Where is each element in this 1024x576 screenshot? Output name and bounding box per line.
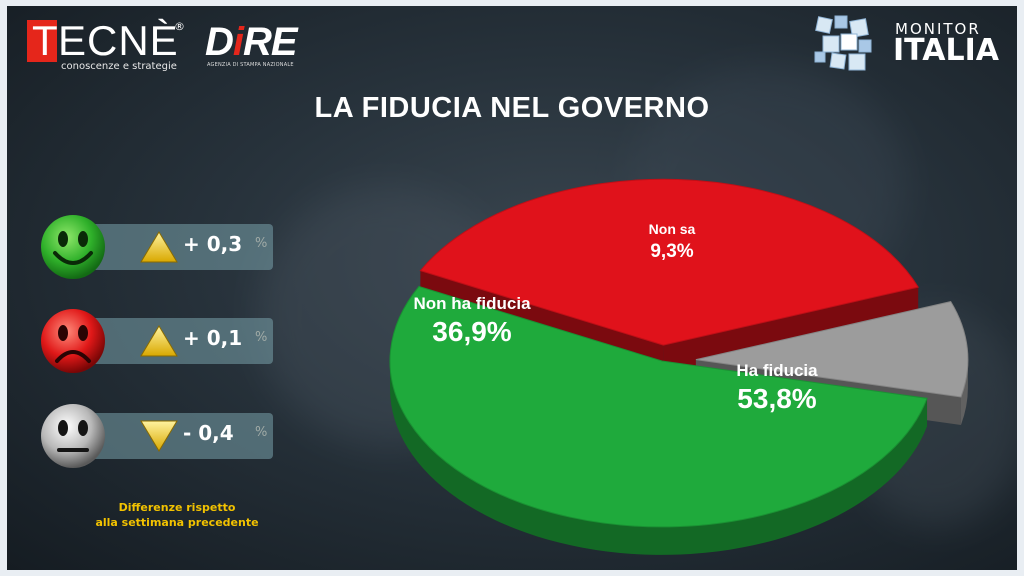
change-value: + 0,3 (183, 232, 243, 256)
smiley-neutral-icon (41, 404, 105, 468)
tecne-logo-letter: T (32, 17, 58, 64)
change-row-neutral: - 0,4 % (39, 402, 284, 470)
pie-slice-top (419, 178, 920, 346)
slice-label: Non sa (649, 221, 696, 237)
pie-slice-top (389, 285, 928, 528)
monitor-italia-logo: MONITOR ITALIA (809, 12, 1009, 82)
change-row-sad: + 0,1 % (39, 307, 284, 375)
dire-logo-word: DiRE (205, 20, 298, 64)
slice-label: Ha fiducia (736, 361, 818, 380)
pie-chart: Ha fiducia 53,8% Non ha fiducia 36,9% Non sa… (389, 178, 969, 555)
italia-label: ITALIA (893, 33, 1000, 68)
change-unit: % (255, 425, 268, 440)
tecne-tagline: conoscenze e strategie (61, 61, 177, 72)
tecne-logo-word: ECNÈ (58, 17, 179, 64)
chart-title: LA FIDUCIA NEL GOVERNO (314, 92, 710, 124)
monitor-label: MONITOR (895, 20, 981, 38)
change-row-happy: + 0,3 % (39, 213, 284, 281)
smiley-happy-icon (41, 215, 105, 279)
change-value: + 0,1 (183, 326, 243, 350)
pie-slice-top (695, 301, 969, 398)
slice-value-label: 36,9% (432, 316, 511, 347)
tecne-logo-box (27, 20, 57, 62)
dire-logo-d: D (205, 20, 234, 64)
slice-value-label: 9,3% (650, 241, 693, 262)
change-unit: % (255, 236, 268, 251)
arrow-up-icon (140, 231, 178, 263)
differences-note: Differenze rispetto alla settimana prece… (67, 500, 287, 530)
smiley-sad-icon (41, 309, 105, 373)
dire-logo-i: i (232, 20, 244, 64)
change-unit: % (255, 330, 268, 345)
pie-slice-side (389, 361, 928, 555)
change-value: - 0,4 (183, 421, 234, 445)
registered-mark: ® (174, 20, 185, 33)
arrow-up-icon (140, 325, 178, 357)
slice-value-label: 53,8% (737, 383, 816, 414)
pie-slice-edge (663, 287, 919, 374)
slice-label: Non ha fiducia (413, 294, 531, 313)
dire-logo-re: RE (243, 20, 298, 64)
cubes-icon (814, 15, 872, 71)
arrow-down-icon (140, 420, 178, 452)
slide: T ECNÈ ® conoscenze e strategie DiRE AGE… (7, 6, 1017, 570)
note-line: alla settimana precedente (95, 516, 259, 529)
dire-tagline: AGENZIA DI STAMPA NAZIONALE (207, 62, 294, 68)
note-line: Differenze rispetto (118, 501, 236, 514)
pie-slice-ha-fiducia (389, 285, 928, 555)
pie-slice-side (960, 359, 968, 425)
